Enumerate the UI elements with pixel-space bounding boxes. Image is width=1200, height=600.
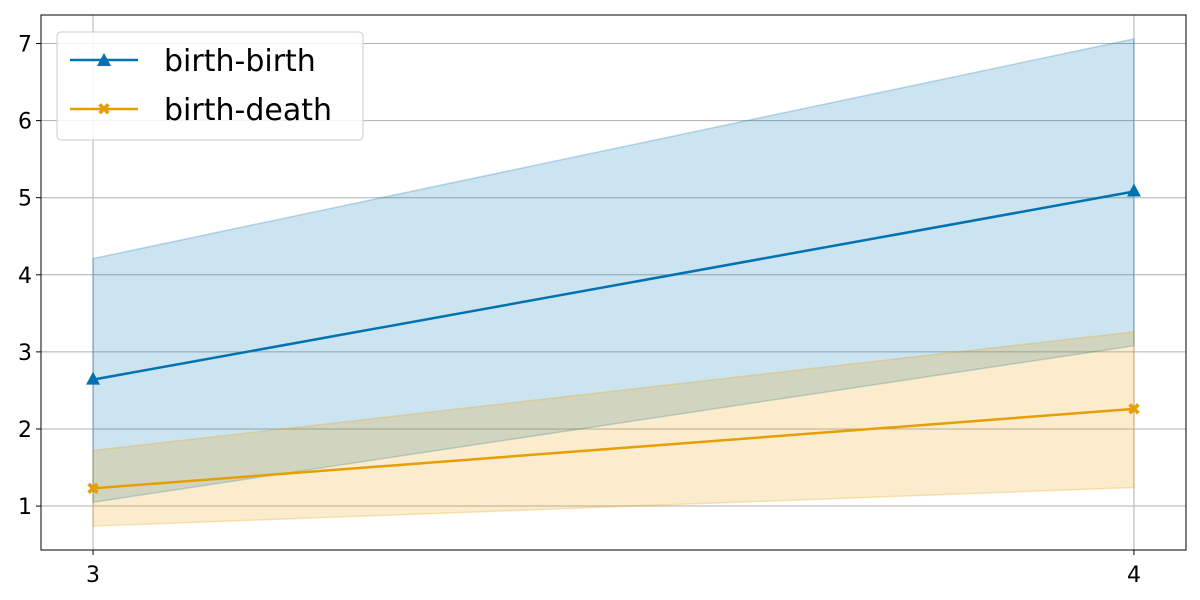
data-point-birth-death: ✖ <box>1127 400 1141 420</box>
series-line-birth-birth <box>92 190 1135 381</box>
y-tick-label: 4 <box>18 264 32 289</box>
y-tick-label: 3 <box>18 341 32 366</box>
y-tick-label: 2 <box>18 418 32 443</box>
x-tick-label: 3 <box>86 563 100 588</box>
plot-area-frame <box>40 14 1187 551</box>
legend-label-birth-birth: birth-birth <box>164 44 316 79</box>
data-point-birth-death: ✖ <box>86 479 100 499</box>
data-point-birth-birth <box>1126 183 1141 197</box>
legend: birth-birth ✖ birth-death <box>56 31 364 141</box>
x-tick-label: 4 <box>1127 563 1141 588</box>
series-markers: ✖✖ <box>86 183 1141 499</box>
series-lines <box>92 190 1135 490</box>
y-tick-label: 5 <box>18 187 32 212</box>
axis-ticks: 1 2 3 4 5 6 7 3 4 <box>18 33 1141 588</box>
confidence-band-birth-death <box>92 330 1135 527</box>
legend-entry-birth-death: ✖ birth-death <box>70 93 332 128</box>
y-tick-label: 1 <box>18 495 32 520</box>
series-line-birth-death <box>92 407 1135 490</box>
legend-x-marker-icon: ✖ <box>97 100 111 120</box>
legend-triangle-marker-icon <box>97 53 111 66</box>
legend-label-birth-death: birth-death <box>164 93 332 128</box>
confidence-bands <box>92 37 1135 527</box>
y-tick-label: 6 <box>18 110 32 135</box>
legend-entry-birth-birth: birth-birth <box>70 44 316 79</box>
y-tick-label: 7 <box>18 33 32 58</box>
data-point-birth-birth <box>86 371 101 385</box>
confidence-band-birth-birth <box>92 37 1135 504</box>
